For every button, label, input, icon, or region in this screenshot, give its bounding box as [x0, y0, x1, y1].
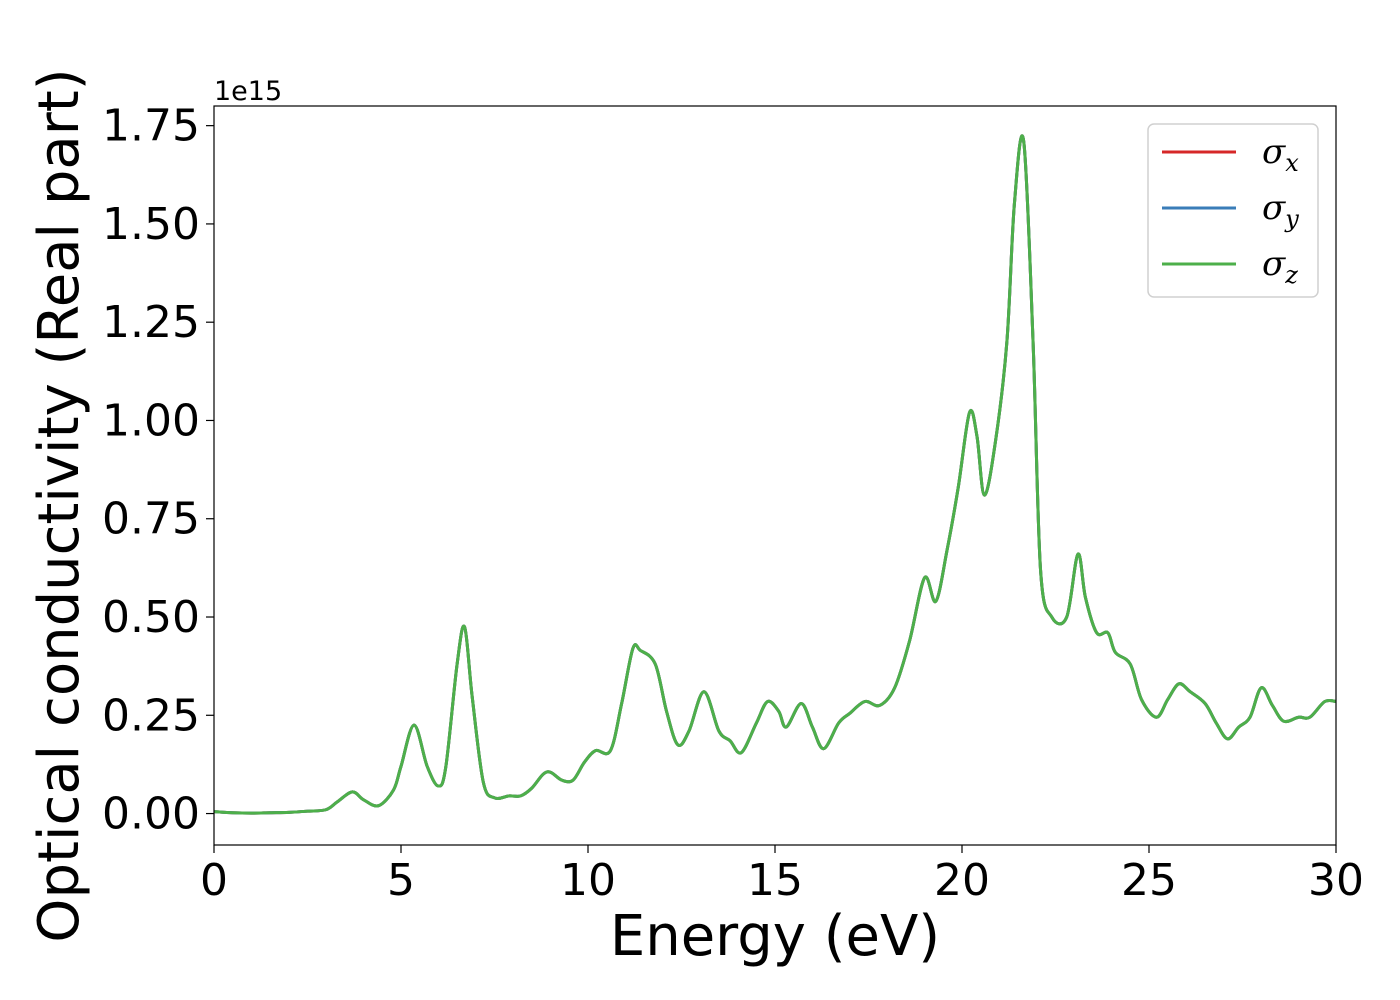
y-tick-label: 1.50	[102, 199, 200, 250]
x-tick-label: 10	[560, 855, 616, 906]
y-tick-label: 1.75	[102, 101, 200, 152]
x-tick-label: 15	[747, 855, 803, 906]
y-tick-label: 1.00	[102, 395, 200, 446]
y-offset-label: 1e15	[214, 76, 282, 107]
x-tick-label: 5	[387, 855, 415, 906]
y-tick-label: 0.25	[102, 690, 200, 741]
x-tick-label: 30	[1308, 855, 1364, 906]
y-axis-title: Optical conductivity (Real part)	[27, 68, 92, 942]
series-line-z	[213, 134, 1337, 815]
x-tick-label: 25	[1121, 855, 1177, 906]
y-tick-label: 1.25	[102, 297, 200, 348]
tick-layer: 0 5 10 15 20 25 30 0.00 0.25 0.50 0.75 1.00 1.25 1.50…	[102, 101, 1364, 906]
x-tick-label: 20	[934, 855, 990, 906]
legend-frame	[1147, 123, 1319, 298]
y-tick-label: 0.00	[102, 789, 200, 840]
series-layer	[213, 134, 1337, 815]
x-axis-title: Energy (eV)	[610, 904, 940, 969]
y-tick-label: 0.50	[102, 592, 200, 643]
x-tick-label: 0	[200, 855, 228, 906]
y-tick-label: 0.75	[102, 494, 200, 545]
